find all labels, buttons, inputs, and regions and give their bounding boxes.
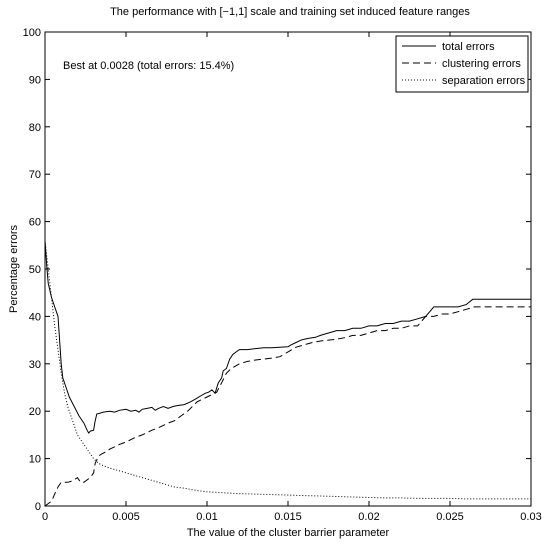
y-tick-label: 30 bbox=[29, 359, 41, 371]
plot-area bbox=[44, 31, 532, 507]
y-tick-label: 40 bbox=[29, 311, 41, 323]
y-tick-label: 80 bbox=[29, 122, 41, 134]
x-tick-label: 0.01 bbox=[196, 511, 217, 523]
legend-label-clustering-errors: clustering errors bbox=[442, 58, 521, 70]
x-tick-label: 0.015 bbox=[274, 511, 302, 523]
y-tick-label: 0 bbox=[35, 501, 41, 513]
series-line-clustering-errors bbox=[44, 306, 531, 507]
x-tick-label: 0.005 bbox=[112, 511, 140, 523]
x-tick-label: 0.03 bbox=[520, 511, 541, 523]
series-line-separation-errors bbox=[44, 240, 531, 500]
series-line-total-errors bbox=[44, 240, 531, 434]
legend-label-total-errors: total errors bbox=[442, 41, 495, 53]
y-tick-label: 70 bbox=[29, 169, 41, 181]
y-tick-label: 50 bbox=[29, 264, 41, 276]
legend: total errors clustering errors separatio… bbox=[395, 35, 529, 93]
x-tick-label: 0 bbox=[42, 511, 48, 523]
y-axis-title: Percentage errors bbox=[8, 224, 20, 313]
series-layer bbox=[44, 240, 531, 507]
x-tick-label: 0.02 bbox=[358, 511, 379, 523]
chart-title: The performance with [−1,1] scale and tr… bbox=[110, 6, 470, 18]
y-axis: 0 10 20 30 40 50 60 70 80 90 100 bbox=[23, 27, 531, 513]
y-tick-label: 60 bbox=[29, 217, 41, 229]
y-tick-label: 100 bbox=[23, 27, 41, 39]
legend-box bbox=[395, 35, 529, 93]
y-tick-label: 90 bbox=[29, 74, 41, 86]
y-tick-label: 10 bbox=[29, 454, 41, 466]
best-annotation: Best at 0.0028 (total errors: 15.4%) bbox=[63, 60, 234, 72]
x-tick-label: 0.025 bbox=[436, 511, 464, 523]
x-axis: 0 0.005 0.01 0.015 0.02 0.025 0.03 bbox=[42, 32, 542, 523]
x-axis-title: The value of the cluster barrier paramet… bbox=[187, 527, 390, 539]
y-tick-label: 20 bbox=[29, 406, 41, 418]
legend-label-separation-errors: separation errors bbox=[442, 75, 526, 87]
